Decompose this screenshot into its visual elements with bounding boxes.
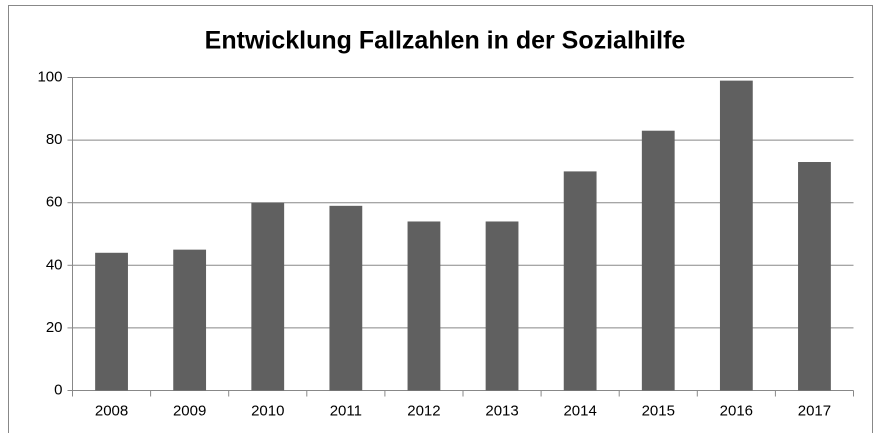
bar [641,130,675,391]
x-tick-label: 2010 [251,402,284,419]
bar [798,162,831,391]
y-tick-label: 100 [37,68,62,85]
x-tick-label: 2012 [407,402,440,419]
x-tick-label: 2014 [563,402,596,419]
bar [563,171,597,391]
y-tick-label: 40 [46,256,63,273]
chart-title: Entwicklung Fallzahlen in der Sozialhilf… [205,27,686,55]
y-tick-label: 0 [54,381,62,398]
x-tick-label: 2011 [330,402,362,419]
bar [407,221,441,391]
x-tick-label: 2016 [720,402,753,419]
x-tick-label: 2008 [95,402,128,419]
y-tick-label: 20 [46,319,63,336]
bar [251,202,285,391]
x-tick-label: 2009 [173,402,206,419]
x-tick-label: 2015 [642,402,675,419]
y-tick-label: 60 [46,194,63,211]
bar [95,252,128,391]
bar [485,221,519,391]
bar [173,249,207,391]
y-tick-label: 80 [46,131,63,148]
bar [719,80,753,391]
x-tick-label: 2017 [798,402,831,419]
bar [329,205,363,391]
x-tick-label: 2013 [485,402,518,419]
